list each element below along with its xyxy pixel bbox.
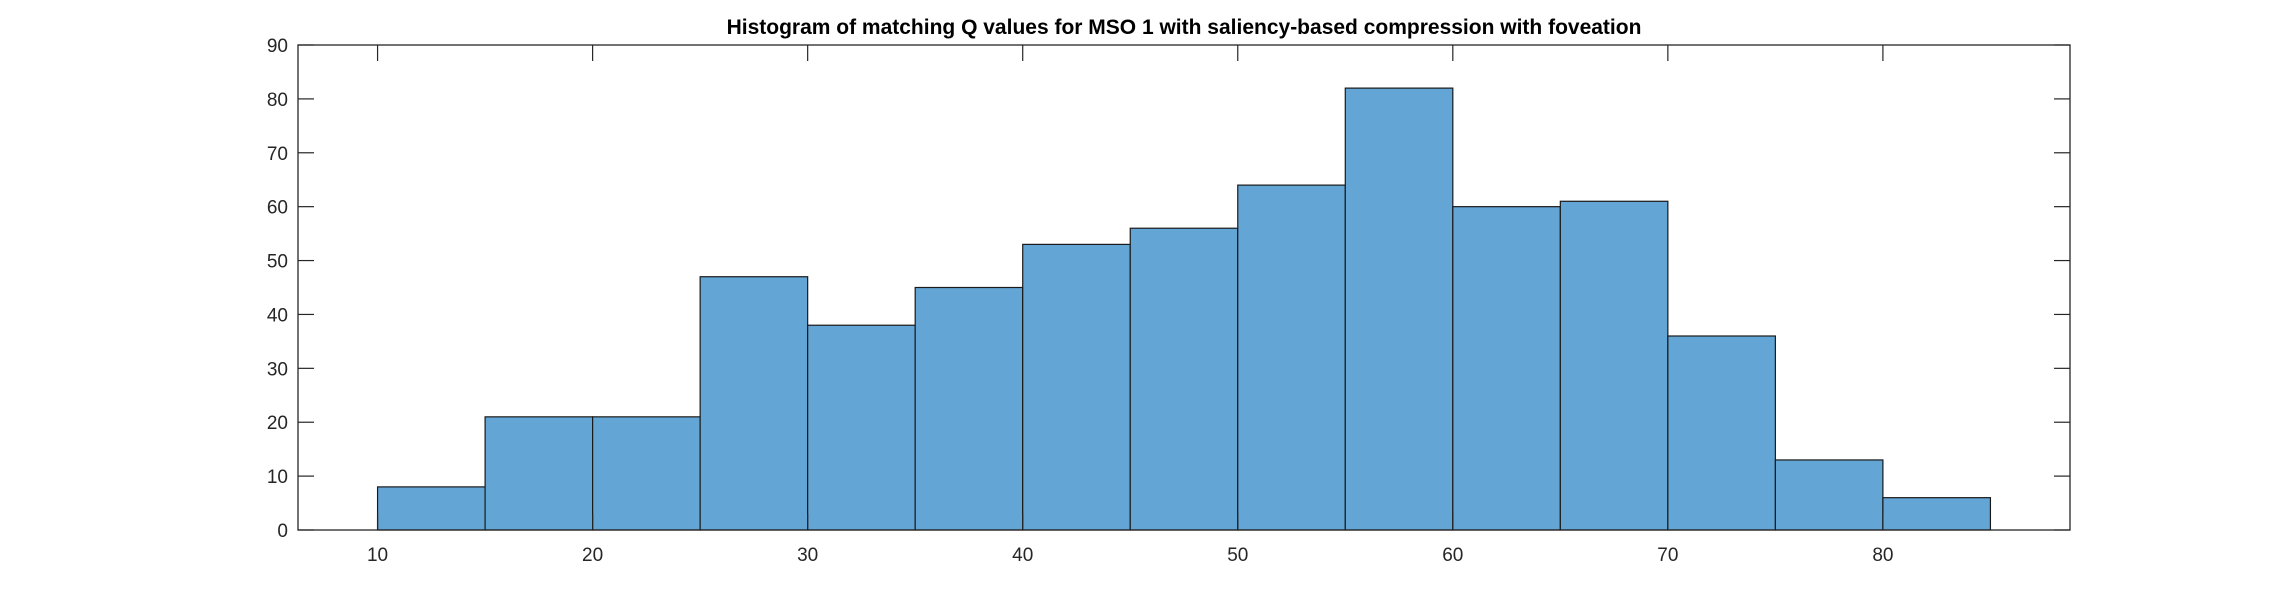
histogram-bar (484, 416, 594, 531)
histogram-bar (592, 416, 701, 531)
y-tick-label: 40 (267, 305, 288, 326)
x-tick-label: 20 (582, 545, 603, 566)
x-tick-label: 30 (797, 545, 818, 566)
histogram-bar (376, 486, 486, 531)
x-tick-label: 50 (1227, 545, 1248, 566)
y-tick-label: 20 (267, 413, 288, 434)
y-tick-label: 70 (267, 144, 288, 165)
chart-title: Histogram of matching Q values for MSO 1… (727, 16, 1642, 39)
bars-layer (376, 87, 1992, 531)
histogram-bar (1559, 200, 1669, 531)
histogram-bar (807, 324, 916, 531)
histogram-bar (1774, 459, 1884, 531)
histogram-bar (699, 276, 809, 531)
ticks-layer: 10 20 30 40 50 60 70 80 0 10 20 30 40 50 60 70 80 90 (267, 36, 2070, 566)
histogram-bar (1237, 184, 1346, 531)
histogram-bar (1452, 206, 1561, 531)
histogram-bar (1022, 243, 1131, 531)
histogram-bar (1882, 497, 1992, 531)
y-tick-label: 80 (267, 90, 288, 111)
axes-layer (297, 44, 2071, 531)
histogram-bar (1129, 227, 1239, 531)
axes-box (297, 44, 2071, 531)
histogram-bar (1667, 335, 1776, 531)
x-tick-label: 70 (1657, 545, 1678, 566)
y-tick-label: 0 (277, 521, 288, 542)
histogram-bar (1344, 87, 1454, 531)
y-tick-label: 10 (267, 467, 288, 488)
y-tick-label: 60 (267, 198, 288, 219)
x-tick-label: 60 (1442, 545, 1463, 566)
y-tick-label: 50 (267, 252, 288, 273)
x-tick-label: 10 (367, 545, 388, 566)
histogram-bar (914, 286, 1024, 531)
x-tick-label: 40 (1012, 545, 1033, 566)
y-tick-label: 30 (267, 359, 288, 380)
x-tick-label: 80 (1872, 545, 1893, 566)
y-tick-label: 90 (267, 36, 288, 57)
